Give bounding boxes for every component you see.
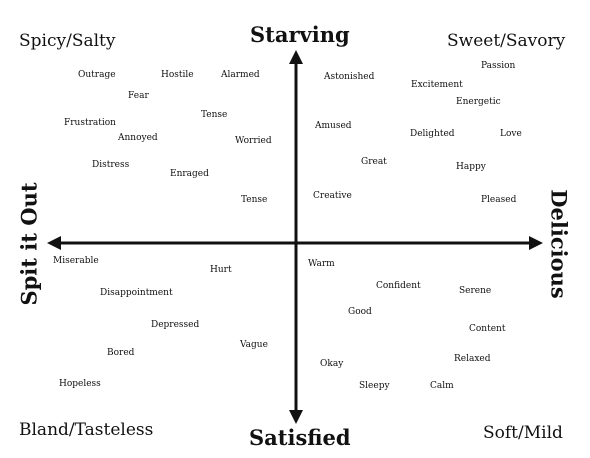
axis-label-top: Starving xyxy=(250,22,350,47)
word-label: Amused xyxy=(315,121,352,131)
word-label: Okay xyxy=(320,359,344,369)
word-label: Passion xyxy=(481,61,516,71)
word-label: Astonished xyxy=(324,72,375,82)
word-label: Confident xyxy=(376,281,421,291)
word-label: Excitement xyxy=(411,80,463,90)
word-label: Great xyxy=(361,157,387,167)
word-label: Content xyxy=(469,324,506,334)
axis-label-left: Spit it Out xyxy=(16,182,42,306)
corner-label-bottom-left: Bland/Tasteless xyxy=(19,420,154,440)
word-label: Creative xyxy=(313,191,352,201)
corner-label-top-left: Spicy/Salty xyxy=(19,31,116,51)
word-label: Delighted xyxy=(410,129,455,139)
word-label: Frustration xyxy=(64,118,116,128)
axis-label-right: Delicious xyxy=(546,189,572,299)
arrow-left-icon xyxy=(47,236,61,250)
word-label: Hostile xyxy=(161,70,194,80)
word-label: Annoyed xyxy=(118,133,158,143)
word-label: Miserable xyxy=(53,256,99,266)
word-label: Serene xyxy=(459,286,492,296)
word-label: Energetic xyxy=(456,97,501,107)
corner-label-bottom-right: Soft/Mild xyxy=(483,423,563,443)
word-label: Bored xyxy=(107,348,135,358)
word-label: Hopeless xyxy=(59,379,101,389)
word-label: Fear xyxy=(128,91,149,101)
word-label: Sleepy xyxy=(359,381,390,391)
word-label: Distress xyxy=(92,160,130,170)
word-label: Warm xyxy=(308,259,335,269)
word-label: Love xyxy=(500,129,522,139)
word-label: Vague xyxy=(240,340,268,350)
word-label: Pleased xyxy=(481,195,517,205)
word-label: Tense xyxy=(201,110,228,120)
arrow-down-icon xyxy=(289,410,303,424)
arrow-right-icon xyxy=(529,236,543,250)
word-label: Happy xyxy=(456,162,486,172)
arrow-up-icon xyxy=(289,50,303,64)
axis-label-bottom: Satisfied xyxy=(249,425,351,450)
word-label: Calm xyxy=(430,381,454,391)
word-label: Outrage xyxy=(78,70,116,80)
word-label: Good xyxy=(348,307,372,317)
word-label: Tense xyxy=(241,195,268,205)
word-label: Hurt xyxy=(210,265,232,275)
word-label: Enraged xyxy=(170,169,209,179)
word-label: Relaxed xyxy=(454,354,491,364)
word-label: Disappointment xyxy=(100,288,173,298)
word-label: Depressed xyxy=(151,320,200,330)
word-label: Worried xyxy=(235,136,272,146)
corner-label-top-right: Sweet/Savory xyxy=(447,31,566,51)
word-label: Alarmed xyxy=(221,70,260,80)
